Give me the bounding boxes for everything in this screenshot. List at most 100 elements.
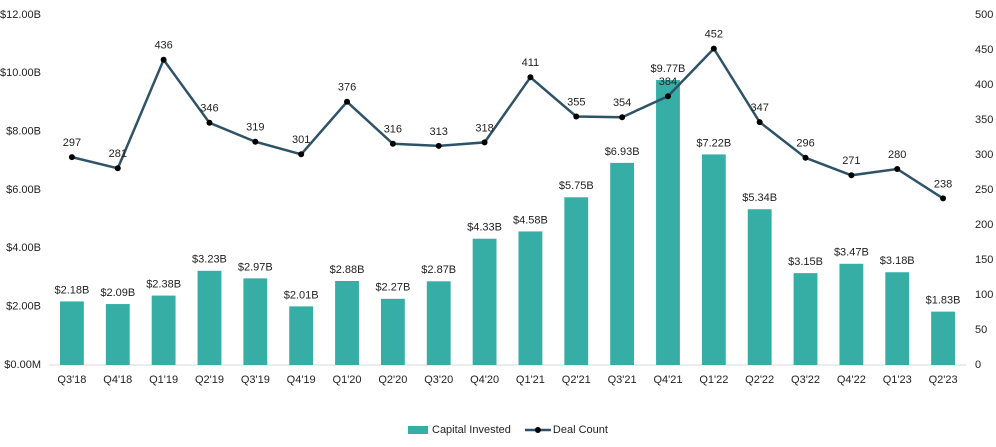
bar: [564, 197, 589, 365]
y2-tick-label: 100: [975, 289, 993, 301]
line-value-label: 316: [384, 124, 402, 136]
bar-value-label: $6.93B: [605, 146, 640, 158]
line-value-label: 296: [796, 138, 814, 150]
y2-tick-label: 350: [975, 114, 993, 126]
line-marker: [481, 139, 488, 146]
y-tick-label: $2.00B: [6, 301, 41, 313]
bar: [426, 281, 451, 365]
bar-value-label: $3.47B: [834, 247, 869, 259]
y-tick-label: $8.00B: [6, 126, 41, 138]
line-marker: [389, 140, 396, 147]
y2-tick-label: 150: [975, 254, 993, 266]
line-marker: [940, 195, 947, 202]
x-tick-label: Q3'21: [608, 374, 637, 386]
bar-value-label: $2.01B: [284, 289, 319, 301]
bar: [151, 295, 176, 365]
bar: [243, 278, 268, 365]
y2-tick-label: 500: [975, 9, 993, 21]
bar-value-label: $4.33B: [467, 222, 502, 234]
x-tick-label: Q3'22: [791, 374, 820, 386]
bar: [289, 306, 314, 365]
x-tick-label: Q1'20: [333, 374, 362, 386]
line-value-label: 355: [567, 96, 585, 108]
legend-swatch-marker: [534, 427, 541, 433]
y2-tick-label: 200: [975, 219, 993, 231]
x-tick-label: Q1'19: [149, 374, 178, 386]
line-value-label: 238: [934, 178, 952, 190]
x-tick-label: Q4'21: [653, 374, 682, 386]
x-tick-label: Q1'23: [883, 374, 912, 386]
bar-value-label: $2.27B: [375, 282, 410, 294]
y-tick-label: $10.00B: [0, 67, 41, 79]
x-tick-label: Q2'22: [745, 374, 774, 386]
y-tick-label: $12.00B: [0, 9, 41, 21]
line-marker: [252, 138, 259, 145]
y-tick-label: $4.00B: [6, 242, 41, 254]
y2-tick-label: 50: [975, 324, 987, 336]
x-tick-label: Q4'20: [470, 374, 499, 386]
line-value-label: 452: [705, 29, 723, 41]
bar-value-label: $3.15B: [788, 256, 823, 268]
bar: [60, 301, 84, 365]
line-value-label: 318: [475, 122, 493, 134]
bar-value-label: $2.38B: [146, 278, 181, 290]
line-marker: [344, 98, 351, 105]
line-value-label: 384: [659, 76, 677, 88]
bar: [747, 209, 772, 365]
bar: [656, 80, 680, 366]
legend-swatch: [408, 426, 428, 434]
x-tick-label: Q4'19: [287, 374, 316, 386]
bar: [335, 281, 359, 365]
line-marker: [894, 166, 901, 172]
line-marker: [756, 119, 763, 126]
x-tick-label: Q4'18: [103, 374, 132, 386]
y2-tick-label: 250: [975, 184, 993, 196]
line-value-label: 297: [63, 137, 81, 149]
x-tick-label: Q2'23: [929, 374, 958, 386]
line-value-label: 313: [430, 126, 448, 138]
line-marker: [298, 151, 305, 158]
bar-value-label: $5.75B: [559, 180, 594, 192]
line-marker: [848, 172, 855, 179]
line-marker: [619, 114, 626, 121]
bar: [518, 231, 543, 365]
x-tick-label: Q2'21: [562, 374, 591, 386]
line-marker: [68, 154, 75, 161]
bar-value-label: $2.87B: [421, 264, 456, 276]
y2-tick-label: 300: [975, 149, 993, 161]
bar: [197, 270, 222, 365]
y2-tick-label: 0: [975, 359, 981, 371]
line-value-label: 301: [292, 134, 310, 146]
bar: [885, 272, 910, 365]
bar-value-label: $9.77B: [651, 63, 686, 75]
bar-value-label: $2.18B: [54, 284, 89, 296]
bar-value-label: $5.34B: [742, 192, 777, 204]
line-value-label: 411: [522, 57, 540, 69]
line-marker: [527, 74, 534, 81]
bar: [931, 311, 955, 365]
line-value-label: 280: [888, 149, 906, 161]
bar-value-label: $7.22B: [696, 137, 731, 149]
x-tick-label: Q1'21: [516, 374, 545, 386]
line-marker: [206, 119, 213, 126]
y-tick-label: $6.00B: [6, 184, 41, 196]
legend-label: Deal Count: [553, 424, 608, 436]
line-marker: [435, 142, 442, 149]
x-tick-label: Q3'18: [57, 374, 86, 386]
line-value-label: 319: [246, 122, 264, 134]
bar: [380, 298, 405, 365]
line-marker: [664, 93, 671, 100]
line-value-label: 271: [842, 155, 860, 167]
bar: [610, 162, 635, 365]
x-tick-label: Q2'20: [378, 374, 407, 386]
bar: [793, 273, 818, 365]
line-marker: [710, 45, 717, 52]
line-value-label: 347: [750, 102, 768, 114]
bar: [839, 263, 864, 365]
bar-value-label: $3.18B: [880, 255, 915, 267]
bar-value-label: $1.83B: [926, 295, 961, 307]
line-marker: [160, 56, 167, 63]
legend-label: Capital Invested: [432, 424, 511, 436]
line-value-label: 376: [338, 82, 356, 94]
